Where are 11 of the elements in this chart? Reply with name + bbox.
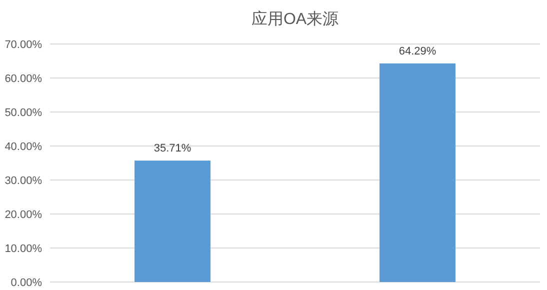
chart-title: 应用OA来源 — [251, 10, 339, 28]
y-tick-label: 20.00% — [4, 209, 42, 221]
y-tick-label: 50.00% — [4, 107, 42, 119]
data-label: 64.29% — [398, 45, 436, 58]
y-tick-label: 10.00% — [4, 243, 42, 255]
y-tick-label: 30.00% — [4, 175, 42, 187]
y-tick-label: 0.00% — [10, 277, 42, 289]
y-tick-label: 60.00% — [4, 73, 42, 85]
y-tick-label: 40.00% — [4, 141, 42, 153]
data-label: 35.71% — [154, 142, 192, 155]
y-tick-label: 70.00% — [4, 39, 42, 51]
